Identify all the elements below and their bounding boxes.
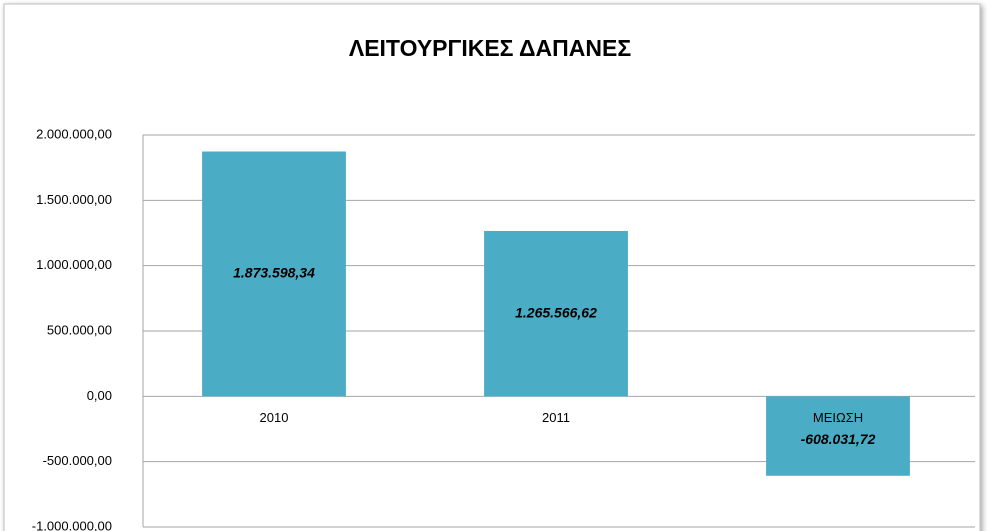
y-tick-label: -1.000.000,00 [32, 518, 112, 531]
y-tick-label: 2.000.000,00 [36, 126, 112, 141]
data-label: 1.873.598,34 [233, 265, 315, 281]
y-tick-label: 500.000,00 [47, 322, 112, 337]
bar [484, 230, 628, 397]
x-tick-label: 2010 [260, 410, 289, 425]
x-tick-label: ΜΕΙΩΣΗ [813, 410, 863, 425]
x-tick-label: 2011 [542, 410, 570, 425]
bar [202, 151, 346, 397]
data-label: 1.265.566,62 [515, 304, 597, 320]
y-tick-label: -500.000,00 [43, 453, 112, 468]
y-tick-label: 0,00 [87, 388, 112, 403]
data-label: -608.031,72 [801, 431, 876, 447]
bar [766, 396, 910, 476]
y-tick-label: 1.500.000,00 [36, 192, 112, 207]
y-tick-label: 1.000.000,00 [36, 257, 112, 272]
chart-title: ΛΕΙΤΟΥΡΓΙΚΕΣ ΔΑΠΑΝΕΣ [349, 35, 631, 61]
